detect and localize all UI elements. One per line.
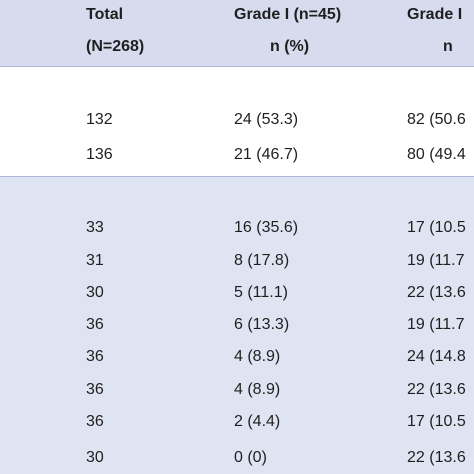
cell-grade-ii: 22 (13.6 bbox=[407, 284, 466, 301]
cell-grade-i: 5 (11.1) bbox=[234, 284, 288, 301]
cell-grade-i: 24 (53.3) bbox=[234, 111, 299, 128]
cell-grade-ii: 22 (13.6 bbox=[407, 381, 466, 398]
cell-total: 136 bbox=[86, 146, 113, 163]
header-total-n: (N=268) bbox=[86, 38, 145, 55]
section-rule bbox=[0, 176, 474, 177]
cell-grade-i: 21 (46.7) bbox=[234, 146, 299, 163]
cell-grade-i: 16 (35.6) bbox=[234, 219, 299, 236]
cell-total: 36 bbox=[86, 348, 104, 365]
table-header-band bbox=[0, 0, 474, 66]
cell-grade-i: 4 (8.9) bbox=[234, 381, 281, 398]
cell-total: 30 bbox=[86, 449, 104, 466]
cell-grade-i: 8 (17.8) bbox=[234, 252, 290, 269]
cell-grade-i: 0 (0) bbox=[234, 449, 267, 466]
cell-grade-i: 4 (8.9) bbox=[234, 348, 281, 365]
header-total: Total bbox=[86, 6, 124, 23]
header-grade-i: Grade I (n=45) bbox=[234, 6, 342, 23]
cell-grade-ii: 24 (14.8 bbox=[407, 348, 466, 365]
header-grade-ii-unit: n bbox=[443, 38, 453, 55]
header-grade-ii: Grade I bbox=[407, 6, 463, 23]
cell-total: 36 bbox=[86, 316, 104, 333]
cell-grade-ii: 22 (13.6 bbox=[407, 449, 466, 466]
cell-total: 36 bbox=[86, 381, 104, 398]
cell-total: 33 bbox=[86, 219, 104, 236]
cell-total: 132 bbox=[86, 111, 113, 128]
header-grade-i-unit: n (%) bbox=[270, 38, 310, 55]
cell-grade-i: 2 (4.4) bbox=[234, 413, 281, 430]
cell-grade-i: 6 (13.3) bbox=[234, 316, 290, 333]
cell-total: 36 bbox=[86, 413, 104, 430]
cell-grade-ii: 17 (10.5 bbox=[407, 413, 466, 430]
cell-grade-ii: 82 (50.6 bbox=[407, 111, 466, 128]
cell-grade-ii: 19 (11.7 bbox=[407, 316, 465, 333]
cell-grade-ii: 19 (11.7 bbox=[407, 252, 465, 269]
cell-grade-ii: 17 (10.5 bbox=[407, 219, 466, 236]
cell-total: 30 bbox=[86, 284, 104, 301]
table-shaded-band bbox=[0, 177, 474, 474]
cell-total: 31 bbox=[86, 252, 104, 269]
cell-grade-ii: 80 (49.4 bbox=[407, 146, 466, 163]
header-rule bbox=[0, 66, 474, 67]
